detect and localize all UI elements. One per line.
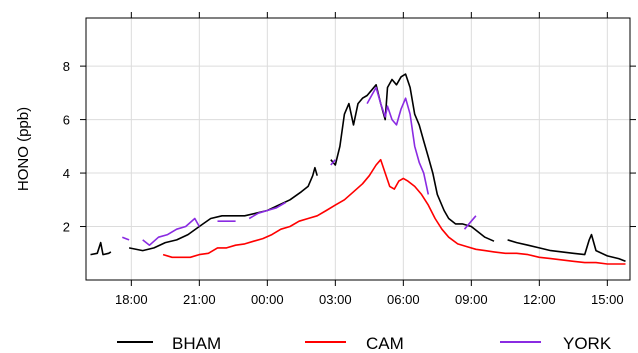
series-line-york xyxy=(463,215,477,230)
series-lines xyxy=(90,73,626,265)
legend-label-bham: BHAM xyxy=(172,334,221,353)
x-tick-label: 00:00 xyxy=(251,292,284,307)
x-tick-label: 12:00 xyxy=(523,292,556,307)
y-tick-label: 2 xyxy=(63,220,70,235)
series-line-york xyxy=(142,217,200,246)
x-tick-label: 21:00 xyxy=(183,292,216,307)
x-tick-label: 03:00 xyxy=(319,292,352,307)
legend: BHAM CAM YORK xyxy=(117,334,612,353)
legend-label-york: YORK xyxy=(563,334,612,353)
grid-lines xyxy=(86,18,630,280)
axis-tick-labels: 18:00 21:00 00:00 03:00 06:00 09:00 12:00 15:00… xyxy=(63,59,624,307)
x-tick-label: 18:00 xyxy=(115,292,148,307)
series-line-bham xyxy=(330,73,495,242)
y-tick-label: 8 xyxy=(63,59,70,74)
plot-frame xyxy=(85,17,631,281)
series-line-bham xyxy=(507,233,626,263)
x-tick-label: 09:00 xyxy=(455,292,488,307)
series-line-bham xyxy=(128,166,318,252)
series-line-york xyxy=(330,159,336,166)
x-tick-label: 15:00 xyxy=(591,292,624,307)
axis-ticks xyxy=(80,12,636,286)
legend-label-cam: CAM xyxy=(366,334,404,353)
series-line-york xyxy=(248,201,286,220)
series-line-york xyxy=(366,86,430,195)
series-line-york xyxy=(122,236,130,241)
x-tick-label: 06:00 xyxy=(387,292,420,307)
series-line-cam xyxy=(162,158,626,265)
y-tick-label: 6 xyxy=(63,113,70,128)
y-axis-title: HONO (ppb) xyxy=(15,107,32,191)
y-tick-label: 4 xyxy=(63,166,70,181)
series-line-bham xyxy=(90,241,112,256)
